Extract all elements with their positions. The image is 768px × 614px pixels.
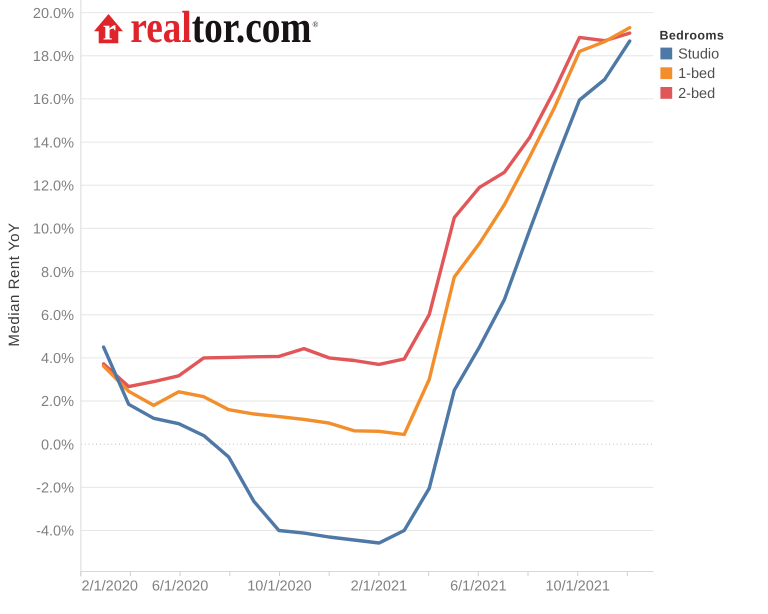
svg-text:6.0%: 6.0% bbox=[41, 308, 74, 324]
svg-text:6/1/2021: 6/1/2021 bbox=[450, 579, 506, 595]
svg-text:4.0%: 4.0% bbox=[41, 351, 74, 367]
svg-text:r: r bbox=[103, 13, 116, 46]
svg-text:2/1/2021: 2/1/2021 bbox=[351, 579, 407, 595]
svg-text:2.0%: 2.0% bbox=[41, 394, 74, 410]
svg-text:6/1/2020: 6/1/2020 bbox=[152, 579, 208, 595]
svg-text:realtor.com: realtor.com bbox=[130, 2, 311, 52]
svg-text:Studio: Studio bbox=[678, 46, 719, 62]
svg-text:Median Rent YoY: Median Rent YoY bbox=[6, 222, 23, 346]
svg-text:1-bed: 1-bed bbox=[678, 66, 715, 82]
svg-text:8.0%: 8.0% bbox=[41, 265, 74, 281]
svg-text:16.0%: 16.0% bbox=[33, 92, 74, 108]
svg-text:2-bed: 2-bed bbox=[678, 86, 715, 102]
svg-text:18.0%: 18.0% bbox=[33, 49, 74, 65]
svg-text:Bedrooms: Bedrooms bbox=[660, 29, 725, 43]
svg-text:2/1/2020: 2/1/2020 bbox=[82, 579, 138, 595]
svg-text:12.0%: 12.0% bbox=[33, 178, 74, 194]
svg-text:-2.0%: -2.0% bbox=[36, 481, 74, 497]
svg-text:®: ® bbox=[312, 20, 318, 29]
svg-text:10/1/2020: 10/1/2020 bbox=[247, 579, 312, 595]
svg-text:20.0%: 20.0% bbox=[33, 6, 74, 22]
svg-text:-4.0%: -4.0% bbox=[36, 524, 74, 540]
svg-text:14.0%: 14.0% bbox=[33, 135, 74, 151]
svg-text:10/1/2021: 10/1/2021 bbox=[545, 579, 610, 595]
svg-text:0.0%: 0.0% bbox=[41, 437, 74, 453]
svg-text:10.0%: 10.0% bbox=[33, 222, 74, 238]
